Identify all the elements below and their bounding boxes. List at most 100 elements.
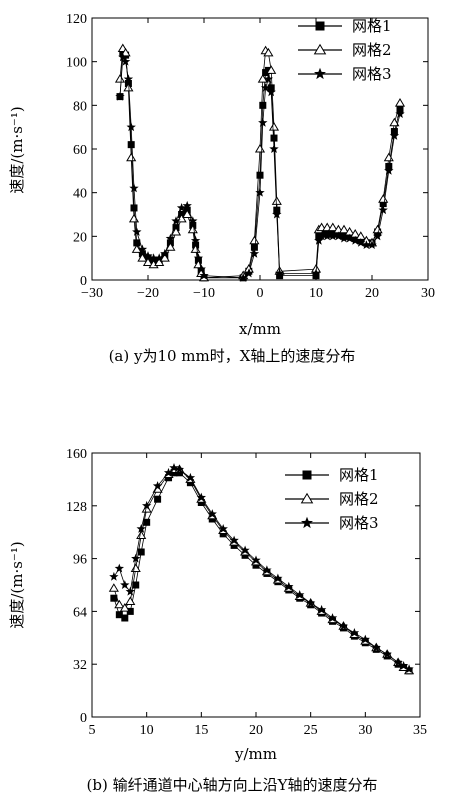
- data-point: [174, 464, 185, 474]
- data-point: [316, 231, 327, 241]
- data-point: [169, 463, 179, 472]
- series-1: [116, 49, 404, 282]
- data-point: [125, 586, 135, 596]
- data-point: [382, 649, 392, 659]
- data-points-a: [114, 43, 406, 282]
- data-point: [270, 134, 278, 142]
- data-point: [274, 268, 285, 278]
- data-point: [148, 253, 159, 263]
- data-point: [379, 200, 387, 208]
- data-point: [249, 235, 260, 245]
- data-point: [119, 602, 130, 612]
- data-point: [259, 101, 267, 109]
- data-point: [306, 598, 316, 608]
- legend-marker: [302, 470, 312, 480]
- data-point: [258, 117, 268, 127]
- data-point: [276, 272, 284, 280]
- data-point: [367, 240, 377, 249]
- data-point: [361, 240, 372, 249]
- legend-label: 网格3: [339, 514, 379, 532]
- data-point: [327, 222, 338, 232]
- data-point: [114, 74, 126, 83]
- data-point: [360, 634, 370, 644]
- data-point: [266, 87, 276, 97]
- y-axis-label-a: 速度/(m·s⁻¹): [8, 106, 26, 193]
- data-point: [154, 257, 165, 267]
- y-axis-label-b: 速度/(m·s⁻¹): [8, 541, 26, 628]
- data-point: [137, 253, 148, 262]
- data-point: [108, 583, 119, 592]
- y-tick-label: 40: [73, 187, 87, 202]
- data-point: [372, 231, 383, 241]
- data-point: [295, 590, 305, 599]
- data-point: [271, 196, 282, 205]
- x-tick-label: 25: [304, 723, 318, 738]
- data-point: [142, 257, 154, 267]
- data-point: [190, 235, 201, 245]
- data-point: [229, 535, 239, 545]
- data-point: [314, 235, 324, 245]
- data-point: [128, 213, 140, 223]
- legend-marker: [301, 516, 313, 529]
- x-axis-label-b: y/mm: [234, 745, 277, 763]
- legend-label: 网格3: [352, 65, 392, 83]
- data-point: [137, 548, 145, 556]
- data-point: [171, 216, 181, 225]
- data-point: [196, 492, 206, 502]
- x-tick-label: 5: [89, 723, 96, 738]
- data-point: [254, 143, 266, 153]
- data-point: [316, 604, 327, 614]
- data-point: [404, 664, 414, 674]
- x-tick-label: 10: [140, 723, 154, 738]
- data-point: [260, 83, 271, 92]
- data-point: [188, 216, 198, 225]
- caption-a: (a) y为10 mm时，X轴上的速度分布: [109, 347, 356, 365]
- data-point: [130, 204, 138, 212]
- data-point: [160, 248, 170, 258]
- data-point: [356, 238, 366, 247]
- data-point: [199, 270, 209, 280]
- x-axis-label-a: x/mm: [239, 320, 281, 338]
- data-point: [123, 74, 134, 84]
- data-point: [207, 509, 217, 518]
- legend-marker: [313, 43, 327, 55]
- x-tick-label: 30: [358, 723, 372, 738]
- data-point: [378, 194, 389, 203]
- data-point: [115, 611, 123, 619]
- series-3: [115, 52, 405, 282]
- data-point: [344, 233, 355, 243]
- data-point: [120, 56, 131, 66]
- y-tick-label: 120: [66, 12, 87, 27]
- data-point: [133, 239, 141, 247]
- data-point: [327, 613, 338, 622]
- data-point: [163, 467, 174, 477]
- data-point: [123, 82, 134, 92]
- x-tick-label: 30: [421, 286, 435, 301]
- x-tick-label: 20: [249, 723, 263, 738]
- data-point: [268, 122, 280, 131]
- data-point: [187, 224, 198, 234]
- y-tick-label: 80: [73, 99, 87, 114]
- y-tick-label: 60: [73, 143, 87, 158]
- chart-b: 5 10 15 20 25 30 35 0 32 64 96 128 160 网格1 网格2 网格3 y/m…: [8, 447, 427, 794]
- data-point: [389, 117, 400, 127]
- y-tick-label: 32: [73, 658, 87, 673]
- data-point: [143, 518, 151, 526]
- data-point: [196, 264, 206, 273]
- data-point: [284, 581, 294, 591]
- data-point: [328, 231, 338, 241]
- x-tick-label: 0: [257, 286, 264, 301]
- data-point: [185, 472, 196, 482]
- data-point: [393, 657, 403, 667]
- data-point: [256, 171, 264, 179]
- legend-label: 网格2: [352, 41, 392, 59]
- data-point: [238, 272, 248, 282]
- legend-label: 网格1: [339, 466, 379, 484]
- data-point: [269, 144, 279, 153]
- data-point: [137, 244, 148, 254]
- data-point: [136, 530, 147, 539]
- legend-marker: [314, 67, 326, 80]
- data-point: [142, 500, 152, 510]
- y-tick-label: 96: [73, 553, 87, 568]
